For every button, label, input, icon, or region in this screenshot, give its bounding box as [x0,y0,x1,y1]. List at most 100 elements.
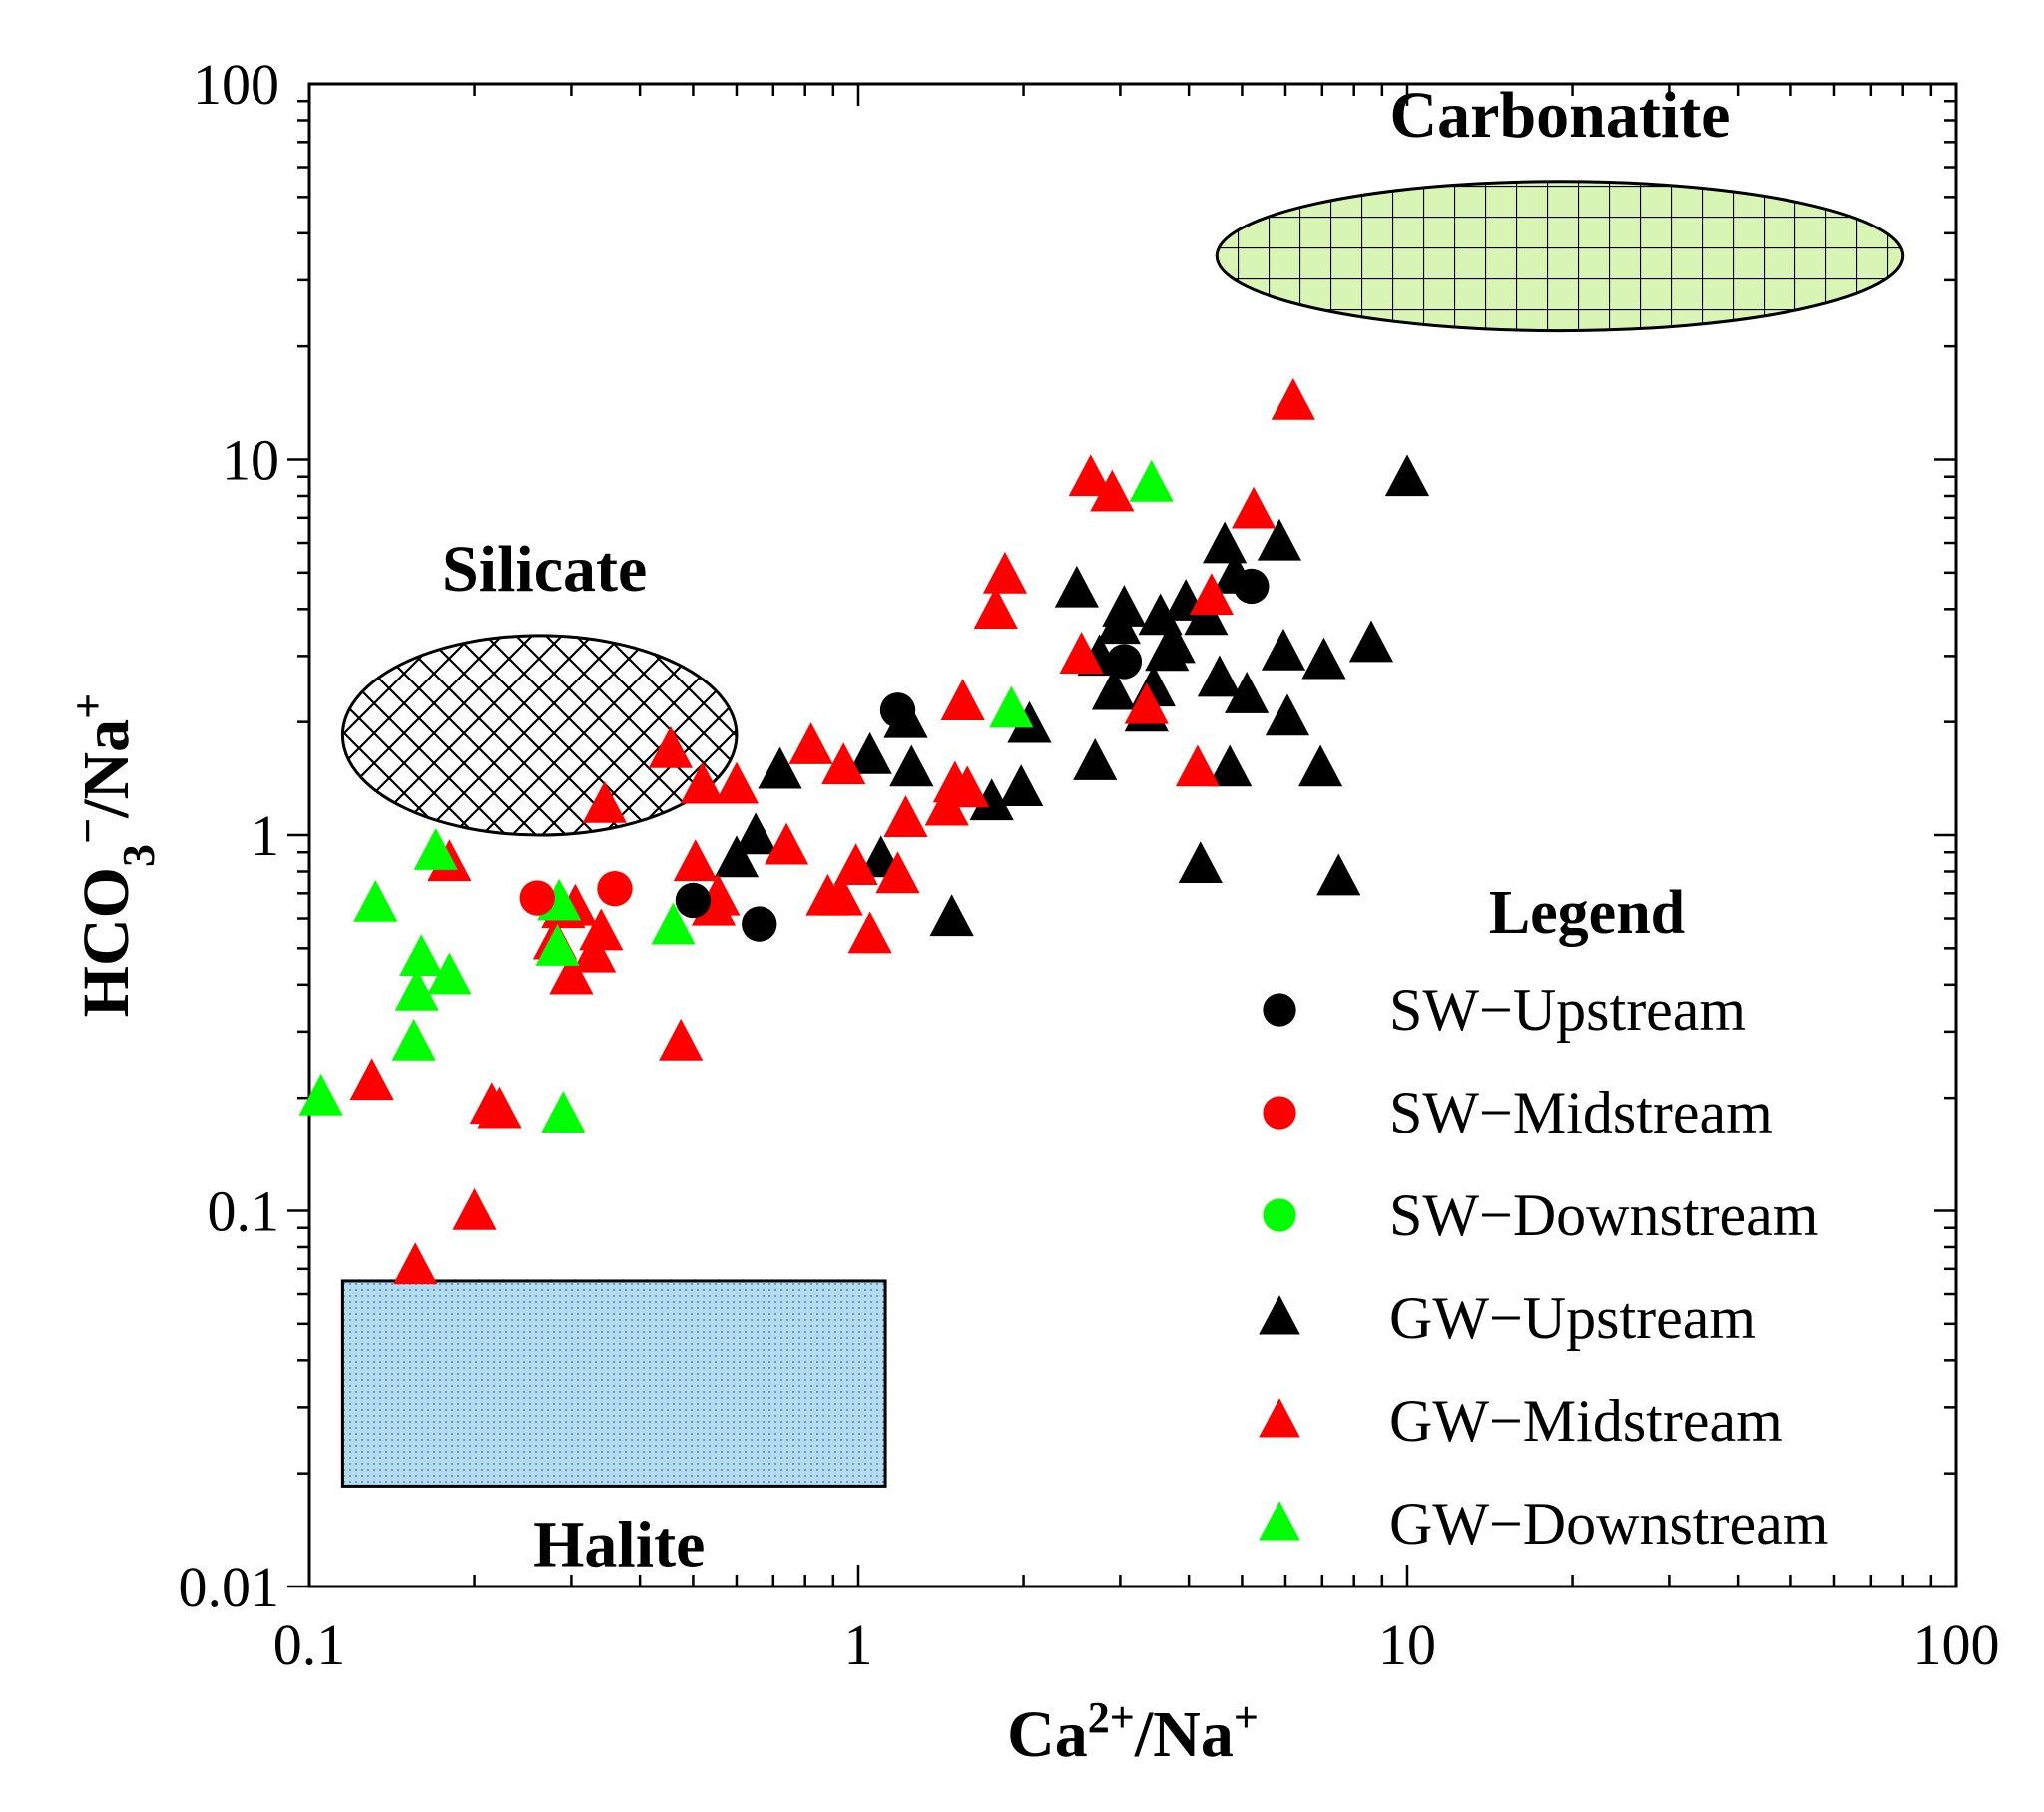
legend-label-gw-upstream: GW−Upstream [1389,1285,1756,1351]
point-gw-midstream [393,1242,438,1285]
region-halite-pattern [342,1280,886,1487]
point-gw-upstream [758,746,802,789]
regions-layer [340,180,1905,1488]
region-halite [340,1279,887,1488]
x-tick-label: 100 [1913,1612,2000,1677]
point-gw-midstream [1068,454,1113,497]
y-tick-label: 10 [222,428,279,493]
legend-label-gw-downstream: GW−Downstream [1389,1491,1828,1557]
y-title-na: /Na [70,719,143,819]
x-title-sup-charge: 2+ [1088,1693,1135,1742]
series-sw-upstream [675,568,1270,942]
region-silicate-pattern [342,635,737,835]
legend-marker-gw-downstream [1259,1501,1300,1541]
point-gw-downstream [989,685,1034,728]
point-gw-downstream [427,952,472,995]
legend-item-gw-upstream: GW−Upstream [1259,1285,1756,1351]
point-gw-upstream [1316,853,1361,896]
x-tick-label: 10 [1378,1612,1436,1677]
y-tick-label: 0.01 [179,1555,280,1619]
legend-item-gw-downstream: GW−Downstream [1259,1491,1828,1557]
x-tick-label: 0.1 [273,1612,346,1677]
y-axis-title: HCO3−/Na+ [62,693,164,1018]
region-silicate [340,634,739,837]
point-gw-upstream [714,835,760,878]
point-gw-midstream [1059,632,1104,674]
legend-label-sw-upstream: SW−Upstream [1389,977,1746,1043]
point-gw-midstream [714,761,760,804]
point-gw-midstream [1271,377,1315,420]
point-gw-midstream [788,722,833,764]
point-gw-midstream [1175,744,1221,787]
y-tick-label: 100 [193,52,279,117]
point-gw-midstream [1231,486,1277,529]
region-halite-outline [340,1279,887,1488]
series-gw-midstream [349,377,1315,1285]
point-gw-midstream [579,908,624,951]
point-gw-midstream [818,873,863,916]
point-gw-upstream [1225,672,1270,713]
legend-item-sw-midstream: SW−Midstream [1263,1080,1773,1145]
data-points [298,377,1430,1285]
point-gw-downstream [651,902,696,945]
point-gw-downstream [353,879,398,922]
region-label-silicate: Silicate [442,533,647,606]
region-label-halite: Halite [533,1508,705,1581]
point-gw-downstream [541,1091,586,1132]
point-sw-upstream [1106,644,1143,680]
point-gw-upstream [1151,621,1196,664]
point-gw-downstream [413,827,458,870]
point-gw-midstream [764,822,809,865]
point-gw-midstream [680,761,725,804]
point-gw-midstream [572,930,617,973]
y-tick-label: 1 [251,803,279,868]
point-gw-upstream [1138,593,1183,636]
point-gw-midstream [673,839,718,882]
point-gw-upstream [1384,454,1430,497]
y-title-sup-minus: − [62,818,113,844]
y-title-sub-3: 3 [113,844,164,867]
point-gw-upstream [889,744,934,787]
point-gw-upstream [1348,620,1394,663]
point-gw-midstream [1124,681,1169,724]
point-gw-midstream [349,1058,394,1101]
point-gw-upstream [929,894,974,937]
point-gw-upstream [1073,738,1118,780]
legend-title: Legend [1489,879,1685,947]
point-gw-upstream [1208,744,1253,787]
point-gw-downstream [535,924,580,966]
legend-label-gw-midstream: GW−Midstream [1389,1388,1783,1454]
point-gw-upstream [1178,841,1223,884]
legend-marker-sw-downstream [1263,1198,1296,1232]
point-gw-midstream [883,795,928,838]
point-gw-midstream [582,780,627,823]
legend-item-gw-midstream: GW−Midstream [1259,1388,1783,1454]
x-title-sup-plus: + [1234,1693,1259,1742]
point-gw-upstream [1197,655,1243,697]
region-carbonatite-pattern [1217,181,1903,331]
point-gw-downstream [298,1073,343,1116]
point-gw-downstream [394,968,439,1011]
point-gw-midstream [1090,469,1135,512]
point-gw-downstream [399,934,444,977]
point-gw-upstream [1091,668,1137,710]
point-sw-upstream [675,882,712,919]
legend-marker-sw-upstream [1263,993,1296,1027]
point-gw-upstream [1054,565,1099,608]
legend-item-sw-downstream: SW−Downstream [1263,1182,1818,1248]
point-gw-midstream [477,1086,522,1129]
point-sw-upstream [1234,568,1270,605]
x-title-ca: Ca [1007,1698,1088,1771]
point-gw-upstream [847,731,892,774]
point-gw-midstream [1189,573,1234,616]
y-title-hco: HCO [70,867,143,1017]
region-label-carbonatite: Carbonatite [1389,79,1730,152]
region-silicate-outline [340,634,739,837]
point-gw-midstream [821,742,866,785]
point-gw-upstream [1265,693,1310,736]
point-gw-midstream [847,911,892,954]
point-sw-upstream [879,692,916,728]
point-gw-upstream [1202,521,1248,564]
